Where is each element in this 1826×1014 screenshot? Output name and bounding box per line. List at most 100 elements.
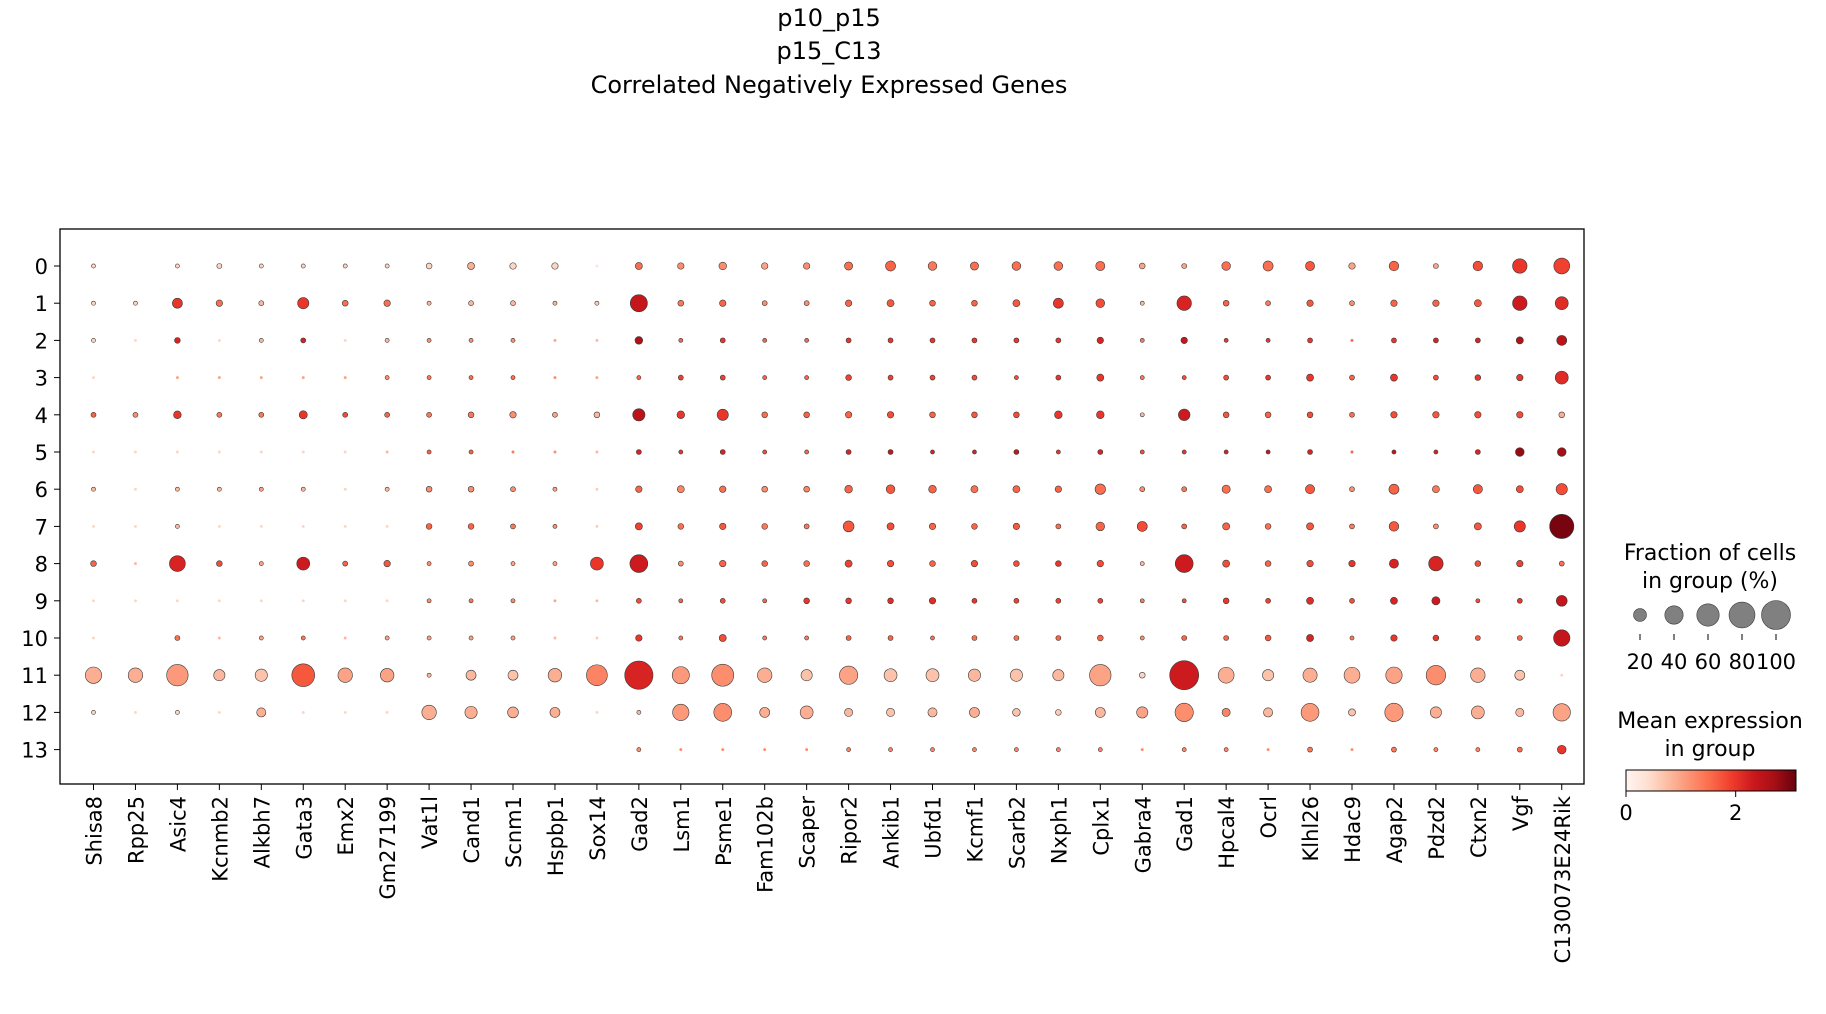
dot-mark [1013, 597, 1020, 604]
x-tick-label: Klhl26 [1299, 796, 1323, 861]
dot-mark [845, 337, 852, 344]
dot-mark [1222, 300, 1230, 307]
dot-mark [1089, 664, 1112, 687]
dot-mark [553, 376, 557, 380]
dot-mark [342, 300, 349, 307]
dot-mark [258, 561, 264, 566]
y-tick-label: 0 [35, 255, 48, 279]
dot-mark [1181, 486, 1188, 493]
dot-mark [342, 411, 349, 418]
dot-mark [803, 300, 810, 307]
dot-mark [930, 635, 935, 641]
dot-mark [1516, 560, 1524, 568]
dot-mark [1349, 374, 1355, 381]
dot-mark [1516, 635, 1523, 641]
dot-mark [175, 450, 179, 454]
dot-mark [1055, 597, 1062, 604]
dot-mark [426, 561, 432, 566]
dot-mark [844, 559, 853, 568]
dot-mark [1431, 596, 1441, 606]
dot-mark [1223, 747, 1229, 752]
chart-title-line: p10_p15 [777, 4, 881, 32]
dot-mark [678, 635, 684, 641]
dot-mark [1174, 554, 1194, 573]
dot-mark [1176, 295, 1192, 311]
dot-mark [595, 376, 599, 380]
dot-mark [426, 672, 432, 678]
dot-mark [384, 375, 390, 380]
dot-mark [297, 297, 310, 310]
dot-mark [1136, 521, 1148, 532]
dot-mark [552, 524, 558, 529]
dot-mark [595, 599, 599, 603]
dot-mark [1515, 447, 1525, 457]
dot-mark [384, 486, 390, 492]
dot-mark [1181, 635, 1188, 641]
x-tick-label: Psme1 [712, 796, 736, 866]
x-tick-label: Pdzd2 [1425, 796, 1449, 860]
x-tick-label: Emx2 [334, 796, 358, 856]
dot-mark [1053, 261, 1063, 271]
dot-mark [886, 708, 895, 717]
dot-mark [803, 560, 810, 567]
size-legend-dot [1664, 605, 1684, 625]
dot-mark [1428, 556, 1444, 572]
dot-mark [1516, 374, 1524, 382]
dot-mark [635, 485, 643, 493]
dot-mark [629, 554, 649, 573]
dot-mark [1097, 449, 1104, 455]
dot-mark [337, 667, 353, 683]
dot-mark [343, 599, 347, 603]
dot-mark [800, 669, 813, 682]
y-tick-label: 4 [35, 404, 48, 428]
dot-mark [384, 338, 390, 343]
dot-mark [1012, 708, 1021, 717]
dot-mark [803, 523, 810, 530]
dot-mark [586, 664, 608, 686]
dot-mark [844, 485, 853, 494]
dot-mark [1470, 667, 1486, 683]
y-tick-label: 7 [35, 515, 48, 539]
dot-mark [1515, 708, 1525, 717]
dot-mark [175, 486, 180, 492]
dot-mark [804, 635, 810, 641]
dot-mark [343, 376, 347, 380]
dot-mark [1390, 634, 1398, 642]
dot-mark [217, 486, 222, 492]
dot-mark [1306, 299, 1314, 307]
dot-mark [971, 300, 978, 307]
dot-mark [803, 486, 810, 493]
dot-mark [91, 486, 96, 492]
color-legend: Mean expression in group 0 2 [1617, 709, 1803, 825]
dot-mark [719, 449, 726, 455]
dot-mark [259, 376, 263, 380]
dot-mark [846, 747, 851, 752]
dot-mark [1552, 703, 1571, 722]
dot-mark [1472, 484, 1483, 495]
dot-mark [1515, 485, 1524, 494]
dot-mark [1475, 449, 1481, 455]
dot-mark [468, 338, 474, 343]
dot-mark [883, 668, 898, 682]
dot-mark [1264, 634, 1272, 642]
dot-mark [1514, 669, 1526, 681]
dot-mark [844, 708, 853, 717]
dot-mark [300, 635, 306, 641]
dot-mark [1055, 449, 1061, 455]
dot-mark [1054, 410, 1063, 419]
dot-mark [719, 597, 726, 604]
y-tick-label: 13 [21, 739, 48, 763]
dot-mark [716, 408, 729, 421]
dot-mark [1052, 669, 1065, 682]
dot-mark [761, 486, 768, 493]
dot-mark [757, 667, 773, 683]
dot-mark [678, 338, 684, 343]
dot-mark [258, 486, 264, 492]
dot-mark [636, 597, 642, 604]
dot-mark [175, 524, 180, 529]
dot-mark [1265, 338, 1271, 343]
dot-mark [677, 560, 684, 567]
dot-mark [1557, 744, 1567, 755]
dot-mark [1139, 375, 1145, 380]
dot-mark [1473, 299, 1482, 308]
